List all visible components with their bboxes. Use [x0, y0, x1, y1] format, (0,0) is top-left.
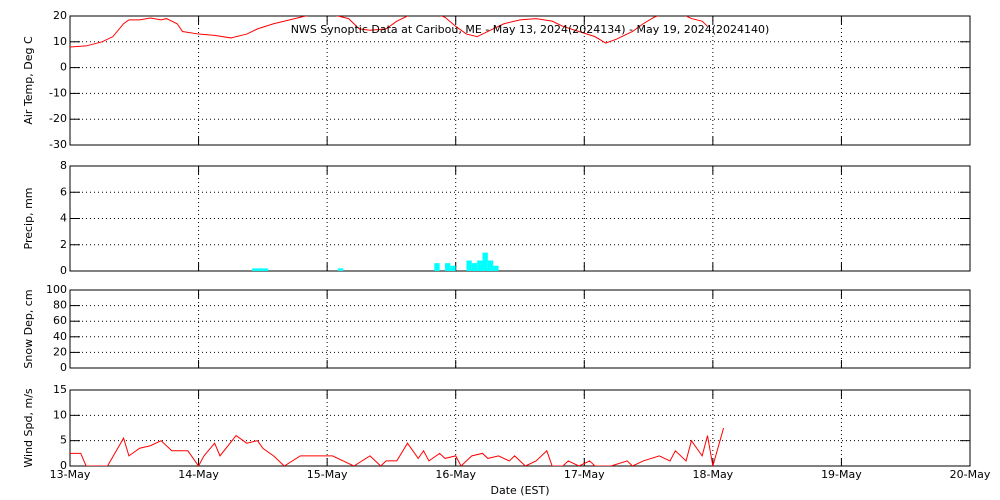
y-tick-label: 6 [60, 185, 67, 198]
y-axis-label: Air Temp, Deg C [22, 36, 35, 125]
bar [487, 260, 494, 271]
y-axis-label: Precip, mm [22, 188, 35, 250]
bar [252, 268, 258, 271]
y-tick-label: -20 [49, 112, 67, 125]
y-tick-label: 5 [60, 434, 67, 447]
y-axis-label: Wind Spd, m/s [22, 388, 35, 468]
bar [337, 268, 344, 271]
y-tick-label: 4 [60, 212, 67, 225]
series-group [252, 252, 499, 271]
plot-frame [69, 165, 971, 272]
y-tick-label: 80 [53, 299, 67, 312]
bar [471, 263, 478, 271]
bar [493, 265, 499, 271]
y-tick-label: 0 [60, 459, 67, 472]
y-tick-label: 0 [60, 61, 67, 74]
x-tick-label: 20-May [950, 468, 991, 481]
y-tick-label: 2 [60, 238, 67, 251]
bar [450, 265, 456, 271]
x-tick-label: 16-May [435, 468, 476, 481]
bar [434, 263, 440, 271]
y-tick-label: 15 [53, 383, 67, 396]
bar [482, 252, 488, 271]
bar [445, 263, 451, 271]
x-tick-label: 18-May [692, 468, 733, 481]
x-tick-label: 13-May [50, 468, 91, 481]
y-axis-label: Snow Dep, cm [22, 289, 35, 368]
y-tick-label: 8 [60, 159, 67, 172]
data-line [70, 427, 725, 466]
x-tick-label: 14-May [178, 468, 219, 481]
series-group [70, 427, 725, 466]
y-tick-label: 20 [53, 9, 67, 22]
y-tick-label: 60 [53, 314, 67, 327]
bar [257, 268, 263, 271]
y-tick-label: 0 [60, 264, 67, 277]
x-tick-label: 15-May [307, 468, 348, 481]
chart-title: NWS Synoptic Data at Caribou, ME - May 1… [291, 23, 770, 36]
plot-frame [69, 389, 971, 467]
y-tick-label: 10 [53, 408, 67, 421]
data-line [70, 16, 708, 48]
y-tick-label: 10 [53, 35, 67, 48]
bar [466, 260, 472, 271]
series-group [70, 16, 708, 48]
y-tick-label: -30 [49, 138, 67, 151]
x-tick-label: 17-May [564, 468, 605, 481]
plot-frame [69, 289, 971, 369]
y-tick-label: 100 [46, 283, 67, 296]
y-tick-label: 20 [53, 345, 67, 358]
bar [262, 268, 269, 271]
bar [477, 260, 483, 271]
plot-frame [69, 15, 971, 146]
x-tick-label: 19-May [821, 468, 862, 481]
y-tick-label: -10 [49, 86, 67, 99]
x-axis-label: Date (EST) [490, 484, 549, 497]
y-tick-label: 0 [60, 361, 67, 374]
y-tick-label: 40 [53, 330, 67, 343]
